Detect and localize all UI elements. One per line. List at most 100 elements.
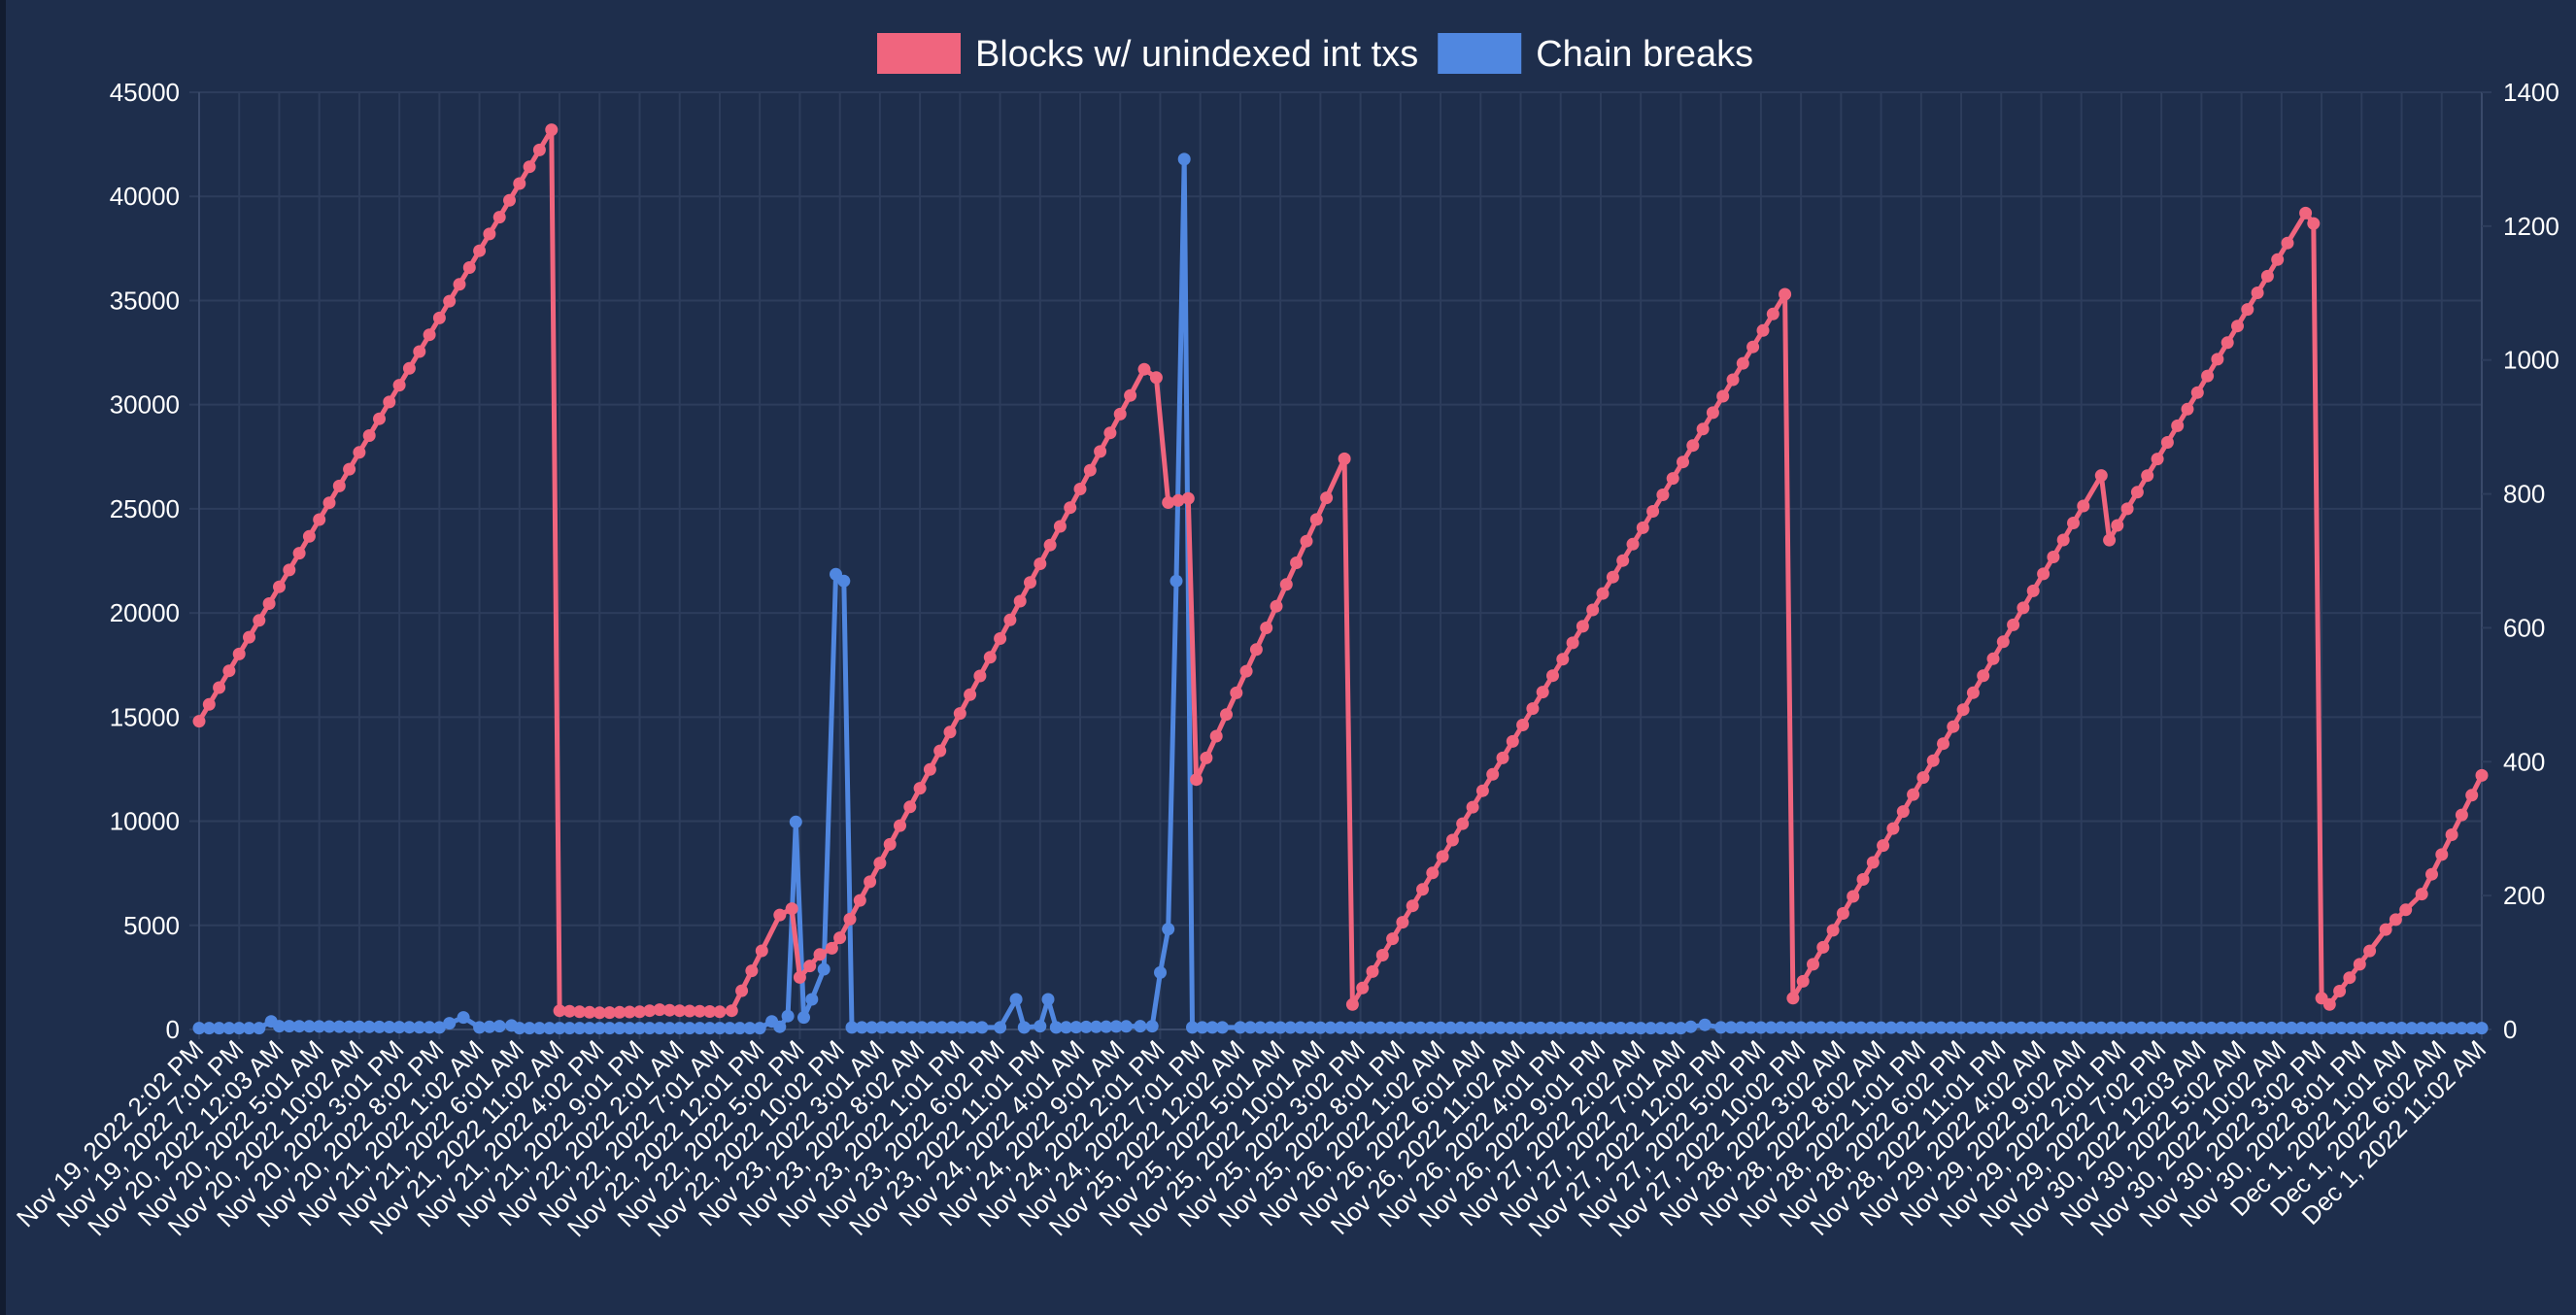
data-point xyxy=(723,1022,736,1035)
data-point xyxy=(2425,1022,2438,1035)
data-point xyxy=(2345,1022,2358,1034)
data-point xyxy=(1249,643,1263,657)
data-point xyxy=(1464,1021,1477,1034)
data-point xyxy=(322,1020,336,1033)
data-point xyxy=(673,1022,687,1035)
data-point xyxy=(1905,1021,1917,1034)
data-point xyxy=(894,819,906,832)
data-point xyxy=(1674,1022,1687,1035)
data-point xyxy=(1594,1022,1608,1034)
data-point xyxy=(1677,455,1689,469)
data-point xyxy=(2015,1021,2028,1034)
data-point xyxy=(935,1021,949,1034)
data-point xyxy=(1584,1022,1598,1034)
data-point xyxy=(1416,883,1429,896)
data-point xyxy=(2165,1021,2178,1034)
data-point xyxy=(1884,1021,1898,1034)
data-point xyxy=(1516,719,1530,731)
data-point xyxy=(773,1020,787,1033)
data-point xyxy=(1816,940,1830,954)
data-point xyxy=(2224,1021,2238,1034)
data-point xyxy=(483,1020,496,1033)
data-point xyxy=(543,1022,557,1035)
data-point xyxy=(432,1021,446,1034)
data-point xyxy=(2007,618,2020,631)
data-point xyxy=(343,1020,356,1033)
data-point xyxy=(1137,362,1151,376)
data-point xyxy=(2056,533,2070,547)
data-point xyxy=(873,857,887,870)
data-point xyxy=(202,697,216,711)
data-point xyxy=(1254,1021,1267,1034)
data-point xyxy=(1486,767,1500,781)
legend[interactable]: Blocks w/ unindexed int txs Chain breaks xyxy=(877,33,1753,75)
data-point xyxy=(2024,1021,2038,1034)
data-point xyxy=(1064,501,1077,515)
data-point xyxy=(983,651,997,664)
data-point xyxy=(383,395,396,409)
data-point xyxy=(332,479,346,492)
data-point xyxy=(1616,554,1630,567)
data-point xyxy=(1994,1021,2008,1034)
data-point xyxy=(492,1020,506,1033)
data-point xyxy=(1456,817,1470,830)
data-point xyxy=(1794,1021,1808,1034)
data-point xyxy=(953,707,966,721)
data-point xyxy=(243,1022,255,1035)
data-point xyxy=(473,1021,487,1034)
data-point xyxy=(1606,570,1619,584)
data-point xyxy=(1915,1021,1928,1034)
data-point xyxy=(1966,686,1980,699)
data-point xyxy=(1386,932,1400,946)
y-right-tick-label: 600 xyxy=(2503,613,2545,642)
data-point xyxy=(2363,944,2377,958)
data-point xyxy=(693,1022,706,1035)
data-point xyxy=(1766,307,1779,320)
legend-item[interactable]: Blocks w/ unindexed int txs xyxy=(877,33,1418,75)
data-point xyxy=(613,1022,627,1035)
data-point xyxy=(2425,867,2438,881)
data-point xyxy=(273,1020,286,1033)
data-point xyxy=(2254,1021,2268,1034)
data-point xyxy=(332,1020,346,1033)
data-point xyxy=(1013,594,1027,608)
legend-item[interactable]: Chain breaks xyxy=(1438,33,1753,75)
data-point xyxy=(2115,1021,2128,1034)
data-point xyxy=(1356,981,1370,995)
data-point xyxy=(2399,903,2413,917)
data-point xyxy=(1384,1021,1397,1034)
data-point xyxy=(562,1004,576,1018)
series-layer xyxy=(192,123,2489,1035)
data-point xyxy=(2037,567,2051,581)
data-point xyxy=(2445,1022,2458,1035)
data-point xyxy=(797,1011,810,1025)
data-point xyxy=(1264,1021,1277,1034)
data-point xyxy=(1534,1021,1547,1034)
data-point xyxy=(843,912,857,926)
data-point xyxy=(2151,453,2164,466)
data-point xyxy=(1604,1022,1617,1034)
data-point xyxy=(583,1022,596,1035)
data-point xyxy=(583,1005,596,1019)
data-point xyxy=(1049,1021,1063,1034)
data-point xyxy=(1947,720,1960,733)
data-point xyxy=(1746,340,1760,354)
data-point xyxy=(492,211,506,224)
data-point xyxy=(1041,993,1055,1006)
data-point xyxy=(1043,538,1057,552)
data-point xyxy=(2435,1022,2449,1035)
data-point xyxy=(1864,1021,1878,1034)
data-point xyxy=(1190,773,1203,787)
data-point xyxy=(383,1021,396,1033)
data-point xyxy=(402,361,416,375)
data-point xyxy=(593,1006,606,1020)
data-point xyxy=(915,1021,929,1034)
data-point xyxy=(2324,1022,2338,1034)
data-point xyxy=(413,345,426,358)
data-point xyxy=(603,1006,617,1020)
data-point xyxy=(192,1022,206,1035)
data-point xyxy=(1200,751,1213,764)
data-point xyxy=(353,1020,366,1033)
